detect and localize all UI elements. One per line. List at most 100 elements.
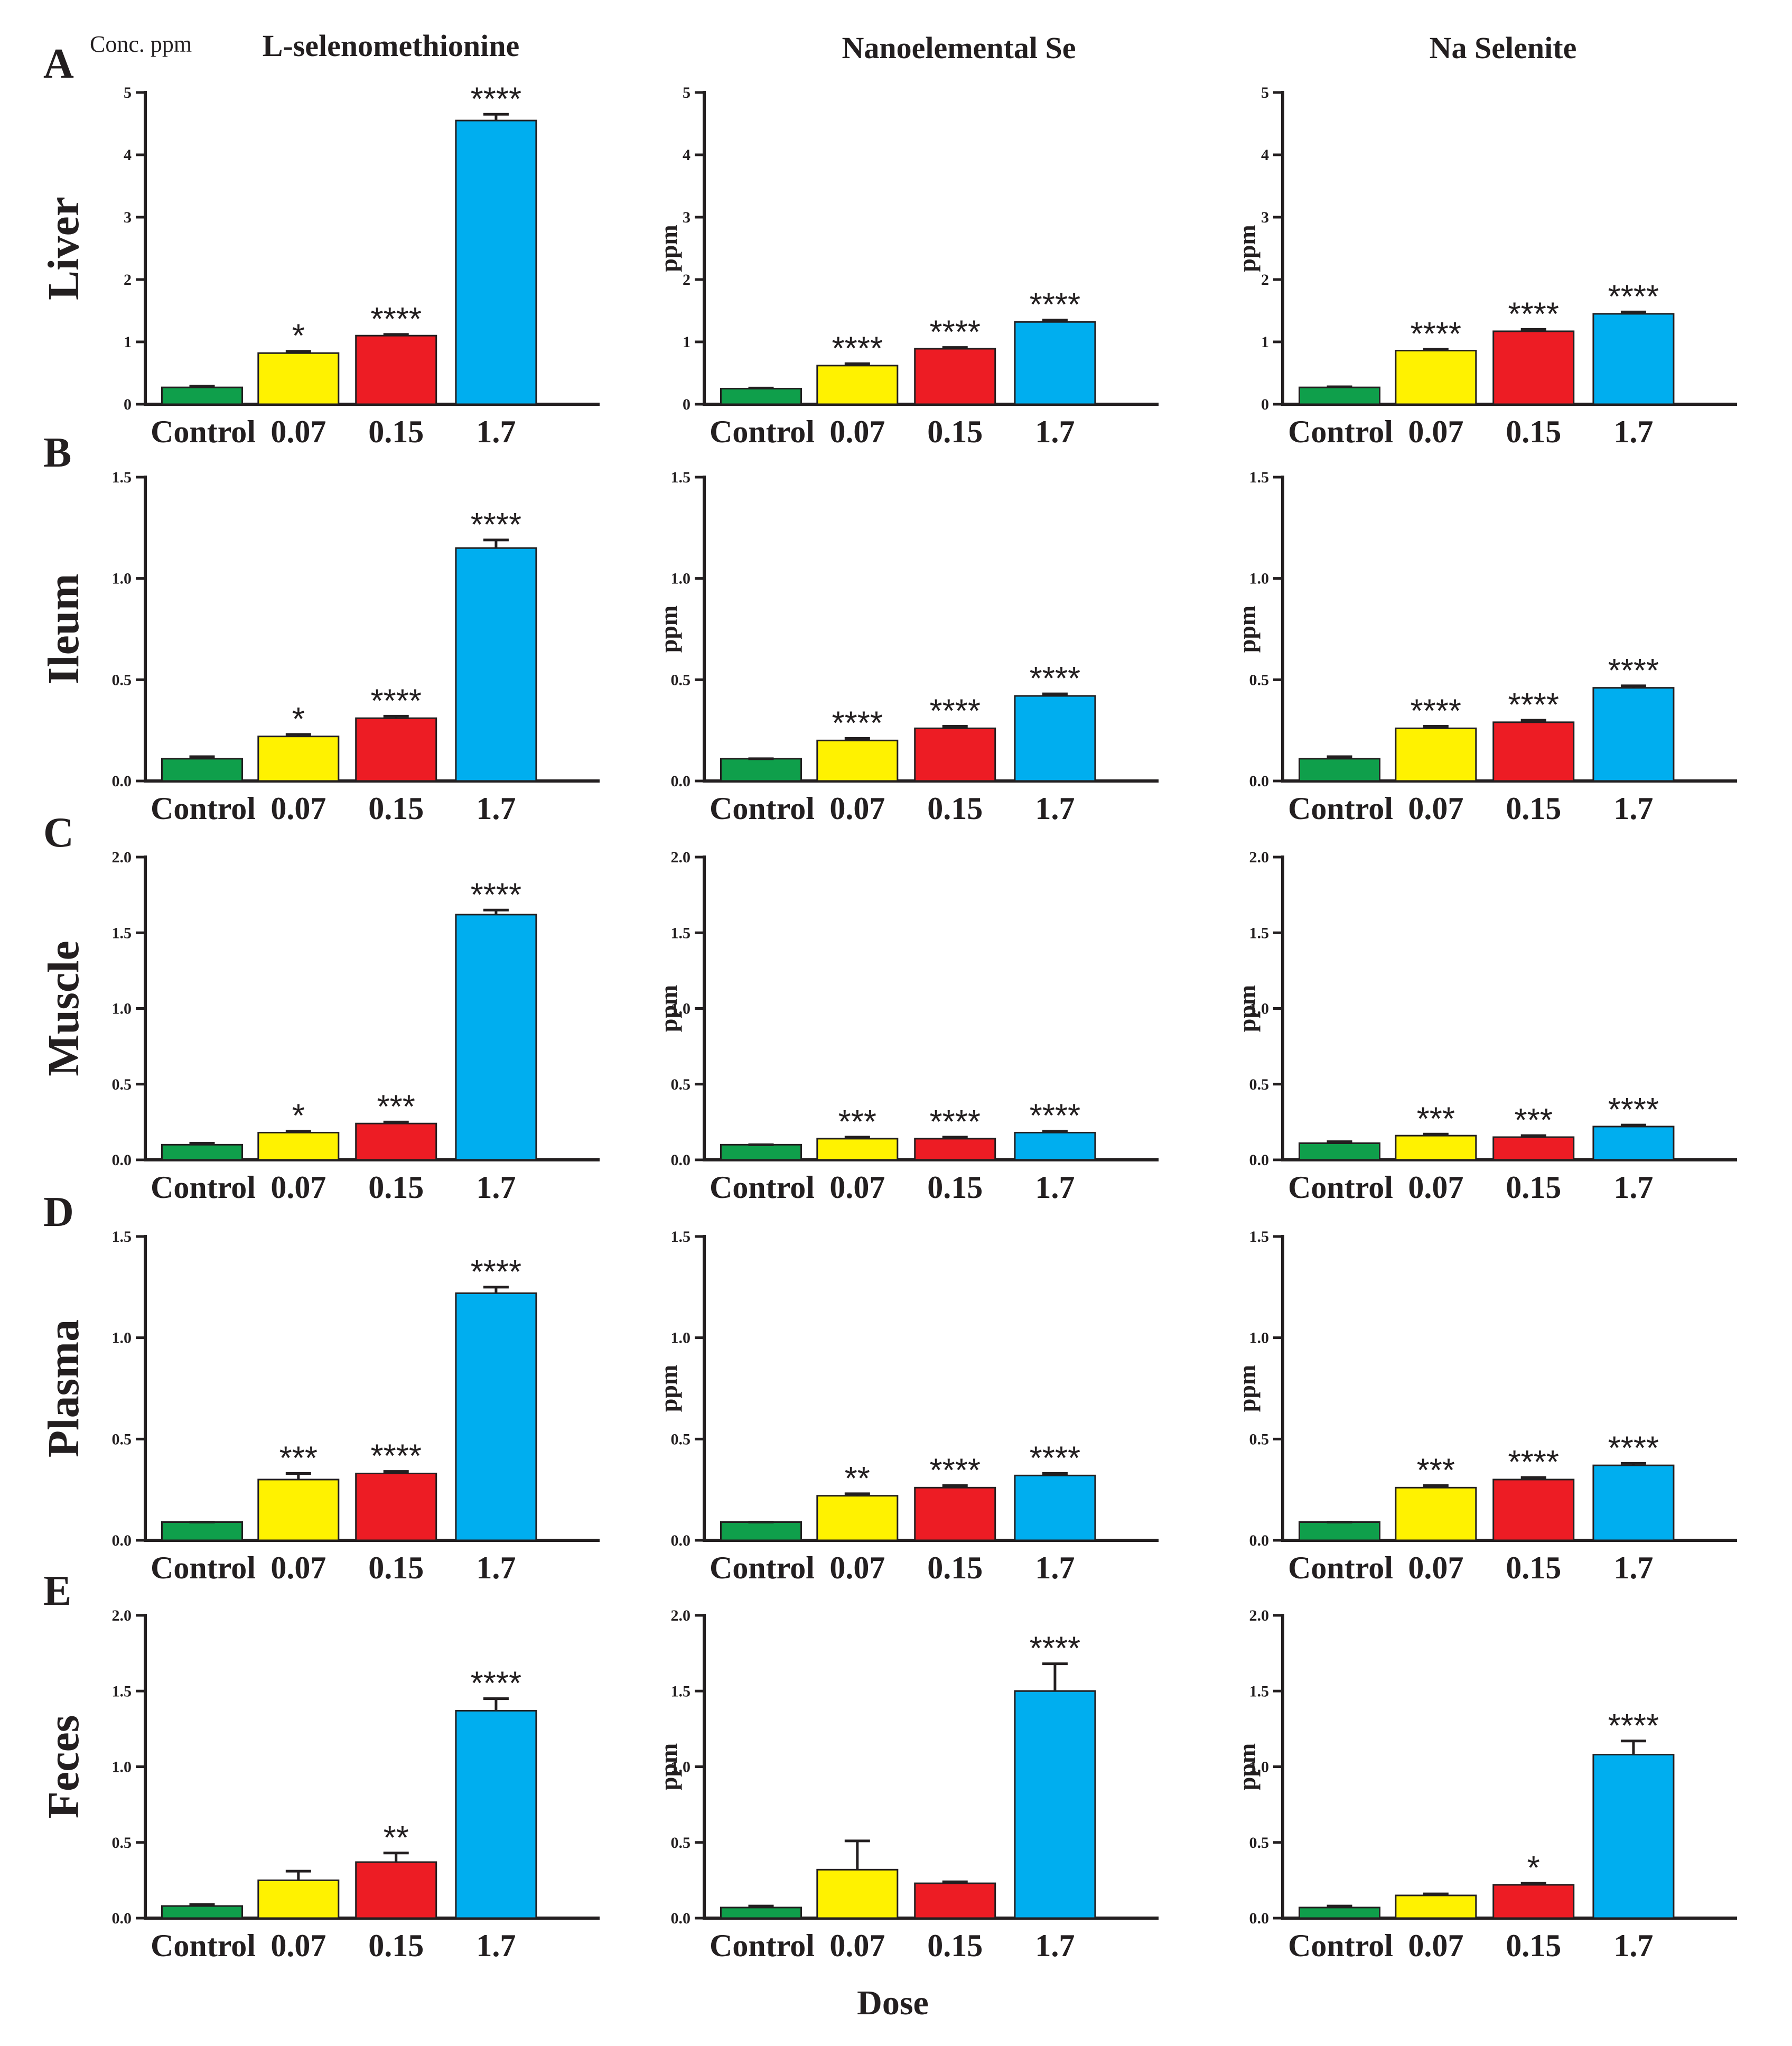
panel-a-1: A Liver 0 1 2 3 4 5 Control * 0.07 **** 0.15 **** 1.7 [39, 41, 600, 449]
bar-1-7 [455, 1292, 537, 1541]
significance-label: **** [1411, 693, 1462, 730]
significance-label: **** [1608, 653, 1659, 689]
significance-label: **** [1508, 296, 1559, 332]
row-label: Ileum [39, 574, 88, 685]
conc-label: Conc. ppm [90, 31, 192, 57]
y-tick-label: 2.0 [1249, 1607, 1270, 1624]
y-tick-label: 1.0 [1249, 1759, 1270, 1776]
x-tick-label: 1.7 [1035, 791, 1075, 826]
x-tick-label: Control [1288, 1550, 1393, 1585]
significance-label: **** [1030, 1098, 1081, 1134]
bar-0-07 [816, 1138, 899, 1161]
y-tick-label: 2.0 [112, 849, 132, 866]
x-tick-label: Control [1288, 414, 1393, 449]
significance-label: **** [370, 301, 422, 338]
y-tick-label: 1.0 [671, 1329, 691, 1347]
y-tick-label: 3 [683, 209, 690, 226]
y-tick-label: 1.0 [671, 1000, 691, 1018]
y-tick-label: 1.0 [1249, 1000, 1270, 1018]
bar-0-15 [914, 1486, 996, 1541]
x-tick-label: 0.15 [1506, 791, 1561, 826]
significance-label: **** [929, 1104, 981, 1140]
y-tick-label: 0.5 [1249, 1430, 1270, 1448]
x-tick-label: 0.07 [829, 1550, 885, 1585]
significance-label: *** [279, 1440, 318, 1477]
x-tick-label: 0.07 [1408, 791, 1463, 826]
bar-1-7 [1014, 1131, 1096, 1161]
bar-0-15 [355, 1122, 437, 1161]
significance-label: **** [832, 705, 883, 742]
panel-b-1: B Ileum 0.0 0.5 1.0 1.5 Control * 0.07 **** 0.15 **… [39, 430, 600, 826]
y-tick-label: 1.5 [1249, 1228, 1270, 1245]
bar-1-7 [455, 119, 537, 405]
significance-label: *** [1417, 1101, 1455, 1137]
y-tick-label: 1.5 [1249, 924, 1270, 942]
panel-letter: C [43, 810, 74, 856]
y-tick-label: 2.0 [671, 849, 691, 866]
row-label: Feces [39, 1715, 88, 1819]
bar-0-07 [816, 1495, 899, 1541]
bar-control [720, 1521, 802, 1541]
bar-0-15 [355, 334, 437, 405]
x-tick-label: 0.15 [1506, 1928, 1561, 1963]
bar-0-07 [1395, 1134, 1477, 1161]
significance-label: ** [384, 1820, 409, 1856]
significance-label: **** [1608, 1092, 1659, 1128]
significance-label: * [292, 318, 305, 355]
panel-letter: A [43, 41, 74, 87]
y-tick-label: 0.0 [671, 1151, 691, 1169]
bar-0-07 [816, 739, 899, 782]
significance-label: **** [1030, 1440, 1081, 1477]
y-axis-label: ppm [1234, 1743, 1261, 1790]
y-tick-label: 1.5 [1249, 1682, 1270, 1700]
y-axis-label: ppm [1234, 606, 1261, 653]
panel-letter: B [43, 430, 71, 476]
bar-0-07 [1395, 350, 1477, 405]
x-tick-label: 0.15 [927, 1550, 983, 1585]
bar-0-15 [1492, 1136, 1575, 1161]
x-tick-label: 0.07 [270, 791, 326, 826]
panel-d-3: ppm 0.0 0.5 1.0 1.5 Control *** 0.07 **** 0.15 ***… [1234, 1228, 1737, 1585]
bar-control [720, 1143, 802, 1161]
panel-c-3: ppm 0.0 0.5 1.0 1.5 2.0 Control *** 0.07 *** 0.15 *… [1234, 849, 1737, 1205]
bar-0-15 [355, 717, 437, 782]
x-tick-label: 1.7 [1035, 1550, 1075, 1585]
y-tick-label: 4 [1261, 146, 1269, 164]
panel-b-3: ppm 0.0 0.5 1.0 1.5 Control **** 0.07 **** 0.15 **… [1234, 469, 1737, 826]
x-tick-label: 0.07 [1408, 1170, 1463, 1205]
bar-0-07 [257, 1478, 340, 1541]
y-tick-label: 0.5 [1249, 1834, 1270, 1852]
y-tick-label: 1.0 [112, 1000, 132, 1018]
x-tick-label: Control [710, 1928, 815, 1963]
x-tick-label: 0.07 [1408, 1928, 1463, 1963]
bar-0-15 [914, 727, 996, 782]
x-tick-label: 1.7 [476, 791, 516, 826]
panel-c-1: C Muscle 0.0 0.5 1.0 1.5 2.0 Control * 0.07 *** 0.1… [39, 810, 600, 1205]
bar-0-15 [914, 1138, 996, 1161]
bar-0-15 [1492, 330, 1575, 405]
bar-1-7 [455, 547, 537, 782]
bar-1-7 [1592, 313, 1675, 405]
y-tick-label: 5 [683, 84, 690, 101]
bar-0-15 [1492, 1478, 1575, 1541]
bar-0-07 [1395, 727, 1477, 782]
y-tick-label: 0.0 [671, 773, 691, 790]
y-axis-label: ppm [655, 985, 682, 1032]
x-tick-label: 1.7 [476, 1170, 516, 1205]
significance-label: **** [471, 507, 522, 543]
significance-label: *** [1417, 1453, 1455, 1489]
bar-control [161, 1905, 243, 1919]
y-tick-label: 1.5 [671, 1682, 691, 1700]
y-tick-label: 0.0 [1249, 773, 1270, 790]
y-tick-label: 0.0 [671, 1910, 691, 1927]
y-tick-label: 0.5 [112, 1430, 132, 1448]
significance-label: **** [929, 693, 981, 730]
row-label: Plasma [39, 1319, 88, 1457]
x-tick-label: 0.15 [368, 1550, 424, 1585]
y-tick-label: 1 [124, 333, 132, 351]
significance-label: **** [1030, 661, 1081, 697]
bar-control [720, 388, 802, 405]
panel-grid: ALiver012345Control*0.07****0.15****1.7p… [39, 41, 1737, 1963]
bar-control [1299, 1521, 1380, 1541]
significance-label: * [292, 701, 305, 738]
